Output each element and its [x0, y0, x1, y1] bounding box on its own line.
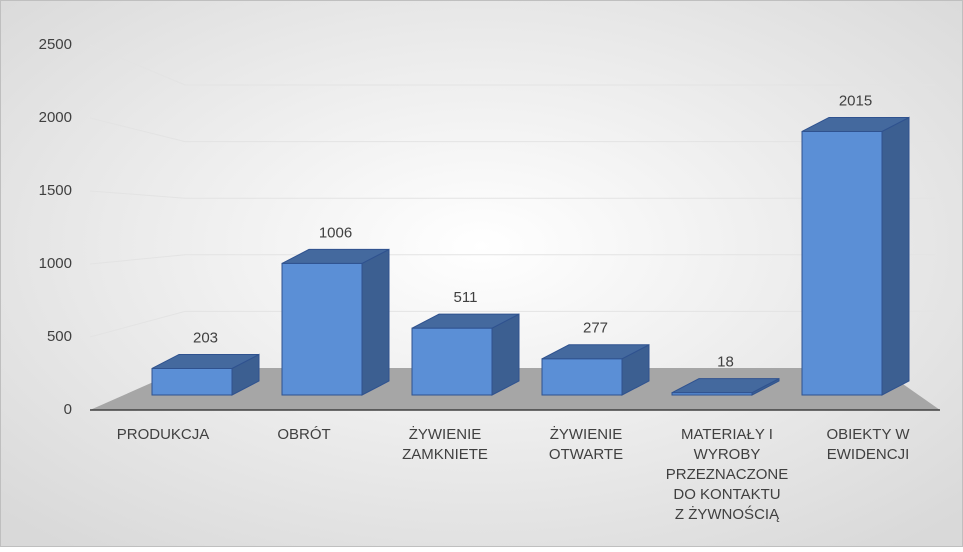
- data-label: 511: [454, 289, 478, 306]
- data-label: 203: [193, 329, 218, 346]
- bar-face: [281, 248, 390, 264]
- grid-line: [89, 310, 935, 338]
- bar-face: [411, 327, 493, 396]
- bar-face: [801, 130, 883, 396]
- bar-face: [281, 262, 363, 396]
- y-tick-label: 1500: [39, 182, 72, 199]
- x-tick-label: MATERIAŁY I: [681, 426, 773, 443]
- bar: [281, 248, 390, 396]
- x-tick-label: WYROBY: [694, 446, 761, 463]
- bar-face: [151, 367, 233, 396]
- grid-line: [89, 254, 935, 265]
- y-tick-label: 2500: [39, 36, 72, 53]
- grid-line: [89, 44, 935, 86]
- x-tick-label: ŻYWIENIE: [409, 425, 482, 443]
- x-tick-label: OBIEKTY W: [826, 426, 910, 443]
- y-tick-label: 0: [64, 401, 72, 418]
- y-tick-label: 1000: [39, 255, 72, 272]
- data-label: 18: [717, 354, 734, 371]
- x-tick-label: OTWARTE: [549, 446, 623, 463]
- bar-face: [411, 313, 520, 329]
- y-tick-label: 500: [47, 328, 72, 345]
- y-tick-label: 2000: [39, 109, 72, 126]
- bar: [541, 343, 650, 396]
- x-tick-label: OBRÓT: [277, 426, 330, 443]
- grid-line: [89, 190, 935, 199]
- x-tick-label: ZAMKNIETE: [402, 446, 488, 463]
- x-tick-label: DO KONTAKTU: [673, 486, 780, 503]
- x-tick-label: ŻYWIENIE: [550, 425, 623, 443]
- data-label: 277: [583, 320, 608, 337]
- bar-face: [151, 353, 260, 369]
- bar: [801, 116, 910, 396]
- bar: [671, 377, 780, 396]
- data-label: 1006: [319, 224, 352, 241]
- bar-face: [541, 358, 623, 396]
- bar-face: [361, 248, 390, 396]
- x-tick-label: PRODUKCJA: [117, 426, 210, 443]
- bar-face: [541, 344, 650, 360]
- x-tick-label: PRZEZNACZONE: [666, 466, 789, 483]
- grid-line: [89, 117, 935, 143]
- bar-face: [671, 378, 780, 394]
- x-tick-label: EWIDENCJI: [827, 446, 910, 463]
- bar-face: [881, 116, 910, 396]
- bar: [411, 313, 520, 396]
- data-label: 2015: [839, 92, 872, 109]
- x-tick-label: Z ŻYWNOŚCIĄ: [675, 505, 780, 523]
- bar: [151, 353, 260, 396]
- bar-face: [801, 116, 910, 132]
